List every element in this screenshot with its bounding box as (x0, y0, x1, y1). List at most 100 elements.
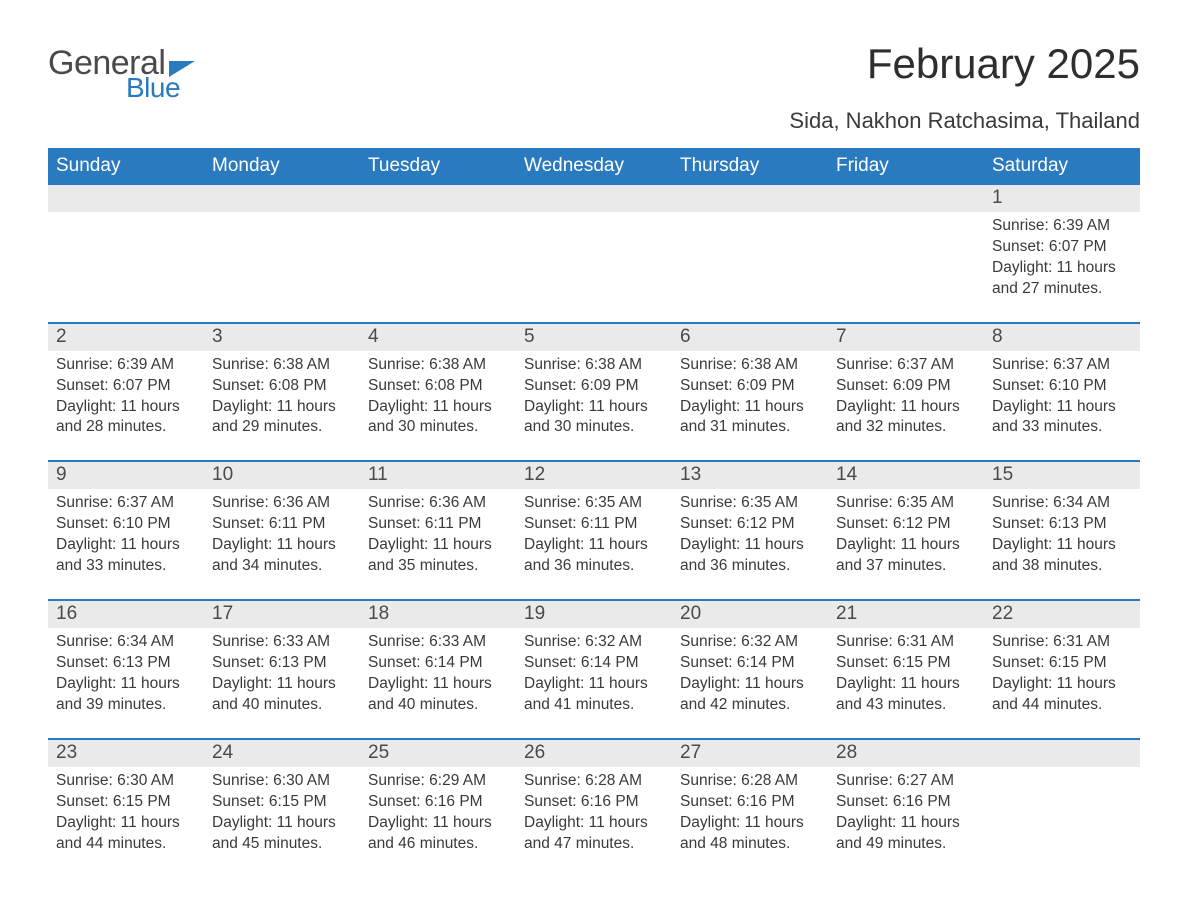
sunrise-text: Sunrise: 6:39 AM (992, 216, 1132, 237)
sunrise-text: Sunrise: 6:37 AM (56, 493, 196, 514)
calendar-week: 1Sunrise: 6:39 AMSunset: 6:07 PMDaylight… (48, 183, 1140, 304)
day-body-row: Sunrise: 6:39 AMSunset: 6:07 PMDaylight:… (48, 351, 1140, 443)
daylight-text: Daylight: 11 hours and 43 minutes. (836, 674, 976, 716)
sunrise-text: Sunrise: 6:30 AM (56, 771, 196, 792)
day-number-row: 232425262728 (48, 740, 1140, 767)
day-number-row: 2345678 (48, 324, 1140, 351)
calendar-week: 2345678Sunrise: 6:39 AMSunset: 6:07 PMDa… (48, 322, 1140, 443)
day-cell: Sunrise: 6:38 AMSunset: 6:08 PMDaylight:… (204, 351, 360, 443)
day-number: 26 (516, 740, 672, 767)
sunset-text: Sunset: 6:08 PM (212, 376, 352, 397)
sunset-text: Sunset: 6:09 PM (836, 376, 976, 397)
daylight-text: Daylight: 11 hours and 41 minutes. (524, 674, 664, 716)
day-cell: Sunrise: 6:28 AMSunset: 6:16 PMDaylight:… (516, 767, 672, 859)
sunset-text: Sunset: 6:16 PM (680, 792, 820, 813)
day-cell: Sunrise: 6:33 AMSunset: 6:14 PMDaylight:… (360, 628, 516, 720)
location-subtitle: Sida, Nakhon Ratchasima, Thailand (48, 108, 1140, 134)
sunrise-text: Sunrise: 6:38 AM (368, 355, 508, 376)
sunset-text: Sunset: 6:11 PM (368, 514, 508, 535)
day-cell: Sunrise: 6:39 AMSunset: 6:07 PMDaylight:… (48, 351, 204, 443)
daylight-text: Daylight: 11 hours and 30 minutes. (368, 397, 508, 439)
daylight-text: Daylight: 11 hours and 29 minutes. (212, 397, 352, 439)
daylight-text: Daylight: 11 hours and 34 minutes. (212, 535, 352, 577)
day-cell: Sunrise: 6:27 AMSunset: 6:16 PMDaylight:… (828, 767, 984, 859)
logo: General Blue (48, 46, 195, 102)
day-cell: Sunrise: 6:37 AMSunset: 6:09 PMDaylight:… (828, 351, 984, 443)
day-cell (204, 212, 360, 304)
day-number: 19 (516, 601, 672, 628)
daylight-text: Daylight: 11 hours and 48 minutes. (680, 813, 820, 855)
sunset-text: Sunset: 6:14 PM (368, 653, 508, 674)
day-body-row: Sunrise: 6:39 AMSunset: 6:07 PMDaylight:… (48, 212, 1140, 304)
day-number (984, 740, 1140, 767)
day-number: 20 (672, 601, 828, 628)
day-body-row: Sunrise: 6:34 AMSunset: 6:13 PMDaylight:… (48, 628, 1140, 720)
sunrise-text: Sunrise: 6:33 AM (368, 632, 508, 653)
day-number (204, 185, 360, 212)
sunset-text: Sunset: 6:15 PM (992, 653, 1132, 674)
sunset-text: Sunset: 6:11 PM (524, 514, 664, 535)
day-number-row: 9101112131415 (48, 462, 1140, 489)
day-number: 9 (48, 462, 204, 489)
sunset-text: Sunset: 6:13 PM (992, 514, 1132, 535)
day-number: 2 (48, 324, 204, 351)
daylight-text: Daylight: 11 hours and 33 minutes. (992, 397, 1132, 439)
sunset-text: Sunset: 6:09 PM (524, 376, 664, 397)
weekday-header: Monday (204, 150, 360, 183)
sunrise-text: Sunrise: 6:35 AM (680, 493, 820, 514)
sunset-text: Sunset: 6:14 PM (524, 653, 664, 674)
daylight-text: Daylight: 11 hours and 46 minutes. (368, 813, 508, 855)
day-number: 8 (984, 324, 1140, 351)
day-cell: Sunrise: 6:34 AMSunset: 6:13 PMDaylight:… (48, 628, 204, 720)
sunset-text: Sunset: 6:10 PM (56, 514, 196, 535)
sunrise-text: Sunrise: 6:38 AM (524, 355, 664, 376)
daylight-text: Daylight: 11 hours and 47 minutes. (524, 813, 664, 855)
sunrise-text: Sunrise: 6:35 AM (836, 493, 976, 514)
calendar-week: 9101112131415Sunrise: 6:37 AMSunset: 6:1… (48, 460, 1140, 581)
sunset-text: Sunset: 6:14 PM (680, 653, 820, 674)
weekday-header: Tuesday (360, 150, 516, 183)
day-cell: Sunrise: 6:37 AMSunset: 6:10 PMDaylight:… (48, 489, 204, 581)
sunrise-text: Sunrise: 6:31 AM (836, 632, 976, 653)
calendar-week: 16171819202122Sunrise: 6:34 AMSunset: 6:… (48, 599, 1140, 720)
day-number: 25 (360, 740, 516, 767)
daylight-text: Daylight: 11 hours and 32 minutes. (836, 397, 976, 439)
day-number: 27 (672, 740, 828, 767)
day-body-row: Sunrise: 6:30 AMSunset: 6:15 PMDaylight:… (48, 767, 1140, 859)
page-title: February 2025 (867, 40, 1140, 88)
sunrise-text: Sunrise: 6:30 AM (212, 771, 352, 792)
day-number: 7 (828, 324, 984, 351)
day-cell: Sunrise: 6:38 AMSunset: 6:08 PMDaylight:… (360, 351, 516, 443)
daylight-text: Daylight: 11 hours and 45 minutes. (212, 813, 352, 855)
weekday-header: Thursday (672, 150, 828, 183)
day-body-row: Sunrise: 6:37 AMSunset: 6:10 PM Daylight:… (48, 489, 1140, 581)
sunrise-text: Sunrise: 6:37 AM (836, 355, 976, 376)
day-cell: Sunrise: 6:35 AMSunset: 6:11 PMDaylight:… (516, 489, 672, 581)
day-number (828, 185, 984, 212)
day-number: 28 (828, 740, 984, 767)
weekday-header: Sunday (48, 150, 204, 183)
day-number: 4 (360, 324, 516, 351)
day-cell: Sunrise: 6:30 AMSunset: 6:15 PMDaylight:… (48, 767, 204, 859)
weekday-header-row: SundayMondayTuesdayWednesdayThursdayFrid… (48, 148, 1140, 183)
day-number: 23 (48, 740, 204, 767)
sunrise-text: Sunrise: 6:36 AM (368, 493, 508, 514)
day-number: 17 (204, 601, 360, 628)
day-cell: Sunrise: 6:32 AMSunset: 6:14 PMDaylight:… (672, 628, 828, 720)
daylight-text: Daylight: 11 hours and 30 minutes. (524, 397, 664, 439)
day-number: 11 (360, 462, 516, 489)
daylight-text: Daylight: 11 hours and 44 minutes. (56, 813, 196, 855)
sunset-text: Sunset: 6:07 PM (56, 376, 196, 397)
sunset-text: Sunset: 6:07 PM (992, 237, 1132, 258)
sunrise-text: Sunrise: 6:32 AM (680, 632, 820, 653)
sunset-text: Sunset: 6:15 PM (212, 792, 352, 813)
daylight-text: Daylight: 11 hours and 35 minutes. (368, 535, 508, 577)
logo-mark-icon (169, 61, 195, 77)
day-cell: Sunrise: 6:36 AMSunset: 6:11 PMDaylight:… (204, 489, 360, 581)
logo-text-blue: Blue (126, 74, 195, 102)
sunrise-text: Sunrise: 6:31 AM (992, 632, 1132, 653)
day-number: 12 (516, 462, 672, 489)
day-number: 15 (984, 462, 1140, 489)
sunrise-text: Sunrise: 6:37 AM (992, 355, 1132, 376)
daylight-text: Daylight: 11 hours and 40 minutes. (368, 674, 508, 716)
